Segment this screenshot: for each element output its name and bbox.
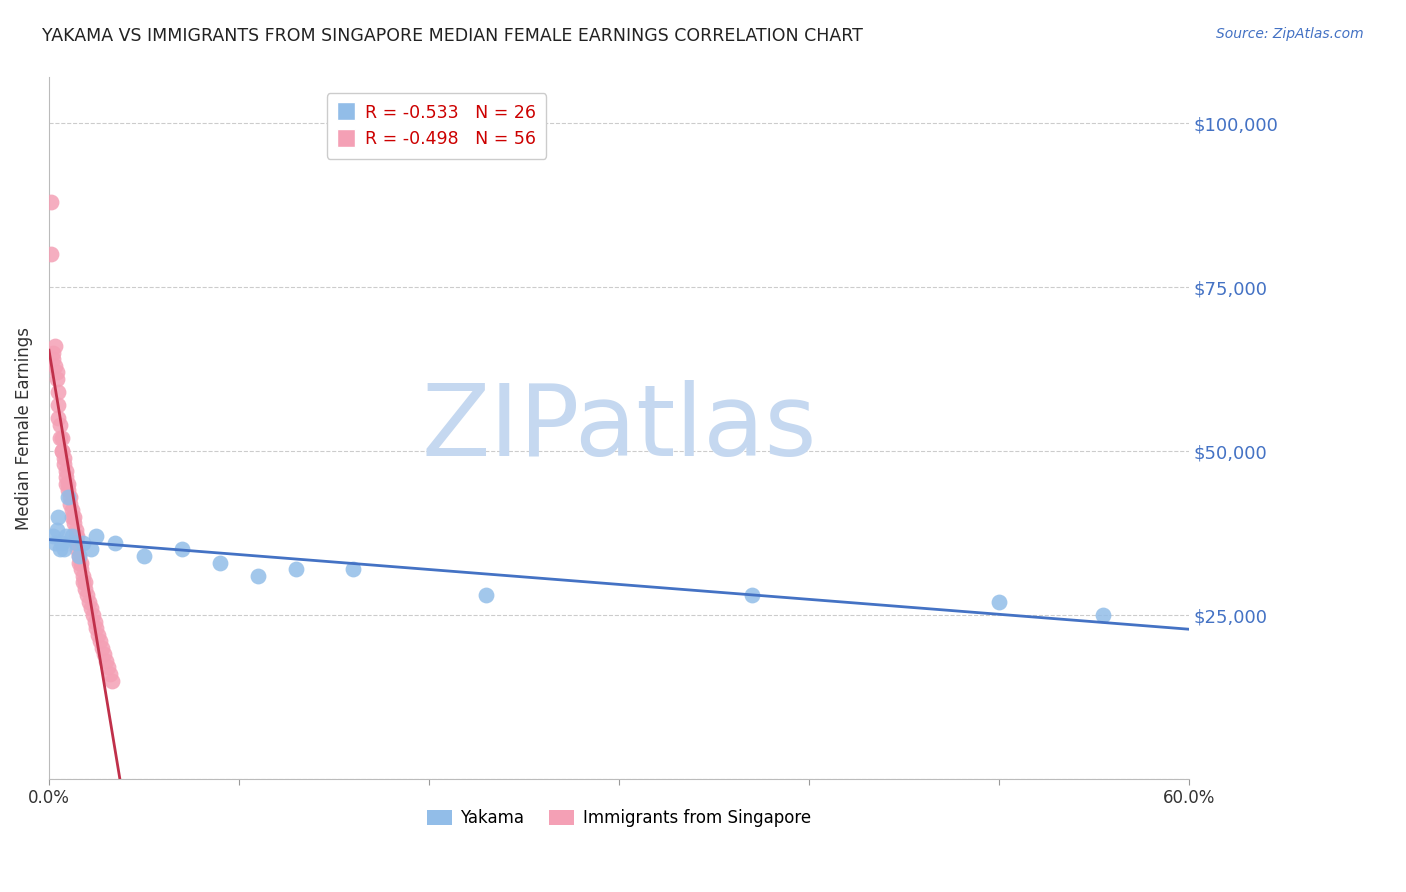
Point — [82, 607, 104, 622]
Point — [56, 490, 79, 504]
Point — [66, 529, 89, 543]
Point — [42, 529, 65, 543]
Point — [132, 549, 155, 563]
Point — [80, 601, 103, 615]
Point — [49, 542, 72, 557]
Point — [45, 372, 67, 386]
Point — [76, 588, 98, 602]
Point — [72, 575, 94, 590]
Point — [741, 588, 763, 602]
Point — [44, 339, 66, 353]
Point — [42, 346, 65, 360]
Point — [45, 366, 67, 380]
Point — [91, 640, 114, 655]
Text: ZIPatlas: ZIPatlas — [422, 380, 817, 476]
Point — [44, 359, 66, 373]
Point — [48, 411, 70, 425]
Point — [49, 431, 72, 445]
Point — [83, 615, 105, 629]
Point — [97, 660, 120, 674]
Point — [170, 542, 193, 557]
Point — [94, 654, 117, 668]
Point — [86, 529, 108, 543]
Point — [75, 582, 97, 596]
Text: Source: ZipAtlas.com: Source: ZipAtlas.com — [1216, 27, 1364, 41]
Point — [59, 497, 82, 511]
Point — [98, 667, 121, 681]
Point — [48, 509, 70, 524]
Point — [70, 556, 93, 570]
Point — [39, 194, 62, 209]
Point — [67, 556, 90, 570]
Point — [60, 509, 83, 524]
Point — [66, 536, 89, 550]
Point — [53, 457, 76, 471]
Point — [62, 516, 84, 531]
Point — [342, 562, 364, 576]
Point — [45, 523, 67, 537]
Point — [475, 588, 498, 602]
Point — [56, 483, 79, 498]
Point — [80, 542, 103, 557]
Point — [100, 673, 122, 688]
Point — [66, 542, 89, 557]
Point — [55, 476, 77, 491]
Point — [246, 568, 269, 582]
Point — [53, 542, 76, 557]
Point — [67, 549, 90, 563]
Point — [72, 568, 94, 582]
Point — [86, 621, 108, 635]
Point — [48, 385, 70, 400]
Point — [104, 536, 127, 550]
Point — [51, 444, 73, 458]
Legend: Yakama, Immigrants from Singapore: Yakama, Immigrants from Singapore — [420, 803, 817, 834]
Point — [284, 562, 307, 576]
Point — [59, 490, 82, 504]
Point — [1092, 607, 1115, 622]
Point — [65, 529, 87, 543]
Point — [55, 470, 77, 484]
Point — [39, 247, 62, 261]
Point — [53, 450, 76, 465]
Point — [208, 556, 231, 570]
Point — [56, 476, 79, 491]
Point — [77, 595, 100, 609]
Point — [65, 536, 87, 550]
Y-axis label: Median Female Earnings: Median Female Earnings — [15, 326, 32, 530]
Point — [65, 523, 87, 537]
Point — [93, 648, 115, 662]
Point — [89, 634, 111, 648]
Point — [55, 529, 77, 543]
Point — [44, 536, 66, 550]
Point — [48, 398, 70, 412]
Point — [72, 536, 94, 550]
Point — [55, 464, 77, 478]
Point — [42, 352, 65, 367]
Point — [70, 562, 93, 576]
Point — [51, 431, 73, 445]
Point — [87, 628, 110, 642]
Point — [62, 509, 84, 524]
Point — [51, 536, 73, 550]
Point — [987, 595, 1010, 609]
Point — [60, 503, 83, 517]
Text: YAKAMA VS IMMIGRANTS FROM SINGAPORE MEDIAN FEMALE EARNINGS CORRELATION CHART: YAKAMA VS IMMIGRANTS FROM SINGAPORE MEDI… — [42, 27, 863, 45]
Point — [67, 549, 90, 563]
Point — [60, 529, 83, 543]
Point — [51, 444, 73, 458]
Point — [75, 575, 97, 590]
Point — [49, 417, 72, 432]
